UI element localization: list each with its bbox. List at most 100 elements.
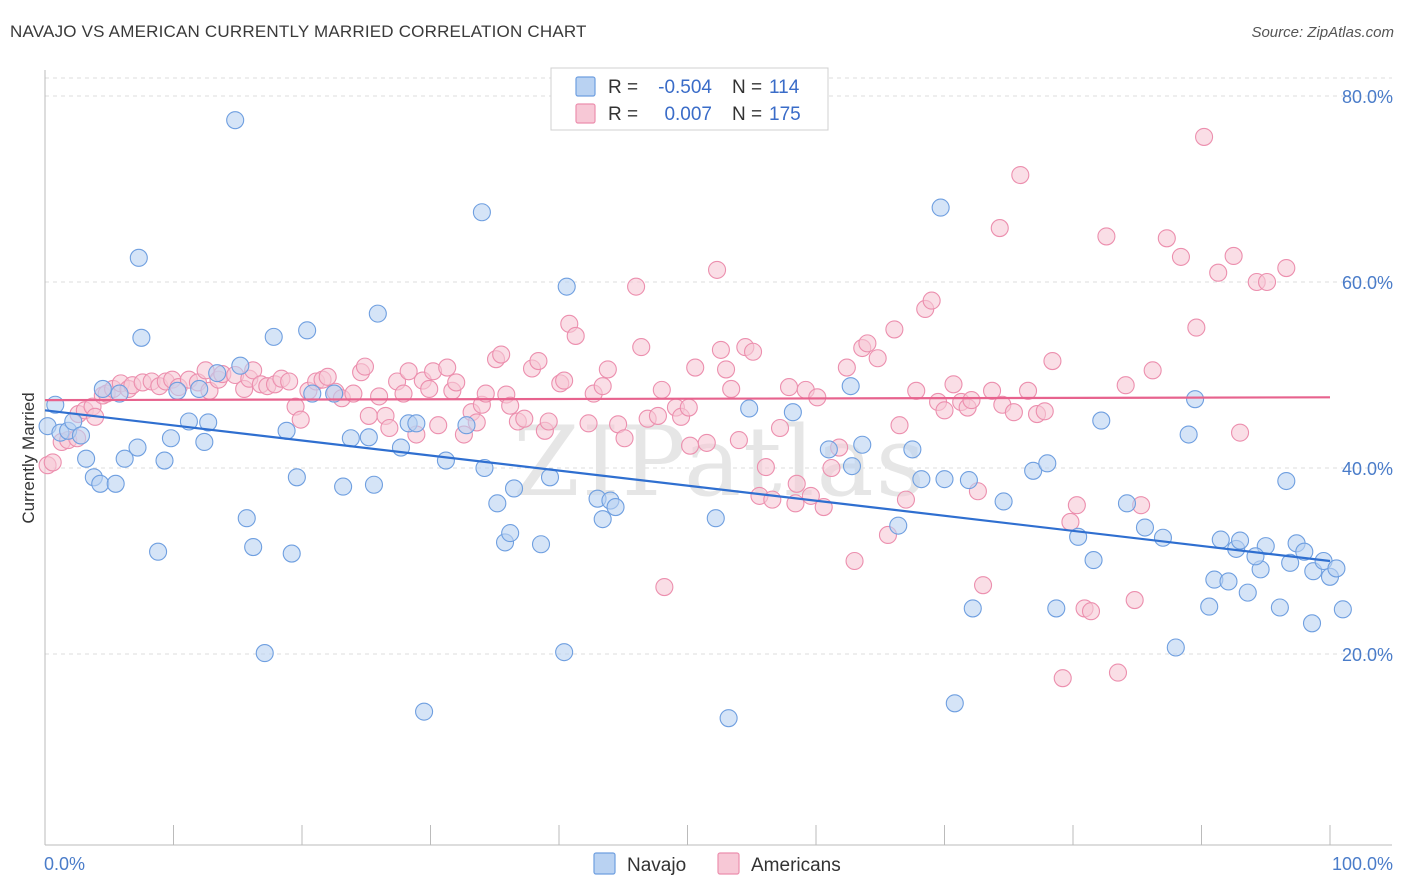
navajo-point — [282, 544, 301, 563]
navajo-point — [1302, 614, 1322, 633]
americans-point — [779, 378, 799, 397]
americans-point — [291, 410, 310, 429]
navajo-point — [155, 451, 174, 470]
navajo-point — [244, 537, 263, 557]
americans-point — [492, 345, 511, 364]
navajo-point — [555, 643, 574, 662]
navajo-point — [1038, 454, 1057, 473]
navajo-point — [208, 364, 227, 383]
navajo-point — [931, 198, 950, 217]
legend-swatch-navajo — [593, 852, 616, 875]
americans-point — [922, 291, 941, 310]
americans-points — [38, 127, 1296, 688]
navajo-point — [287, 468, 306, 487]
navajo-point — [1219, 572, 1238, 591]
americans-point — [429, 416, 448, 435]
watermark-text: ZIPatlas — [513, 406, 927, 518]
americans-point — [681, 436, 700, 455]
americans-point — [280, 372, 299, 391]
americans-point — [697, 433, 716, 452]
americans-point — [359, 406, 378, 425]
americans-point — [380, 418, 399, 438]
americans-point — [822, 458, 841, 478]
americans-point — [598, 360, 617, 379]
legend-swatch-navajo — [575, 76, 596, 97]
americans-point — [868, 349, 887, 368]
navajo-point — [1270, 598, 1289, 617]
legend-swatch-americans — [575, 103, 596, 124]
navajo-point — [1200, 597, 1219, 616]
americans-point — [652, 380, 671, 399]
americans-point — [1018, 381, 1038, 400]
americans-point — [808, 388, 827, 407]
americans-point — [648, 406, 667, 425]
legend-n-label: N = — [732, 104, 762, 125]
americans-point — [399, 362, 418, 381]
navajo-point — [963, 599, 982, 618]
y-tick-label: 20.0% — [1342, 645, 1393, 665]
americans-point — [982, 381, 1002, 400]
americans-point — [539, 412, 558, 431]
americans-point — [907, 381, 926, 400]
americans-point — [944, 375, 963, 394]
navajo-point — [1024, 461, 1043, 480]
americans-point — [973, 576, 993, 595]
navajo-point — [1211, 530, 1230, 549]
navajo-point — [889, 516, 908, 535]
americans-point — [529, 351, 548, 371]
navajo-point — [303, 384, 322, 403]
americans-point — [1081, 602, 1101, 621]
americans-point — [686, 358, 705, 377]
navajo-point — [488, 494, 507, 513]
navajo-point — [593, 510, 612, 529]
navajo-point — [255, 644, 274, 663]
americans-point — [1231, 423, 1250, 442]
legend-n-value: 114 — [769, 77, 800, 98]
navajo-point — [945, 694, 964, 713]
navajo-point — [959, 471, 978, 490]
y-axis-label: Currently Married — [19, 392, 38, 523]
navajo-point — [168, 381, 187, 400]
americans-point — [896, 490, 916, 509]
navajo-point — [842, 457, 862, 476]
americans-point — [593, 377, 612, 396]
watermark: ZIPatlas — [513, 406, 927, 518]
y-tick-label: 80.0% — [1342, 87, 1393, 107]
legend-label-navajo: Navajo — [627, 855, 686, 876]
navajo-point — [1231, 531, 1250, 550]
navajo-point — [325, 384, 344, 403]
americans-point — [935, 401, 954, 420]
navajo-point — [132, 328, 151, 347]
navajo-point — [841, 377, 860, 396]
americans-trendline — [44, 396, 1331, 402]
americans-point — [770, 418, 790, 438]
navajo-point — [199, 413, 218, 432]
americans-point — [787, 474, 806, 493]
americans-point — [756, 458, 775, 477]
americans-point — [655, 577, 674, 597]
navajo-point — [298, 321, 317, 340]
legend-r-label: R = — [608, 104, 638, 125]
americans-point — [722, 379, 741, 399]
navajo-point — [1333, 600, 1352, 619]
trendlines — [44, 396, 1331, 563]
navajo-point — [368, 304, 387, 323]
x-tick-label: 100.0% — [1332, 854, 1393, 874]
navajo-point — [1246, 547, 1265, 566]
americans-point — [845, 551, 864, 571]
navajo-point — [1084, 551, 1103, 570]
americans-point — [420, 379, 439, 399]
navajo-point — [407, 414, 426, 433]
americans-point — [438, 358, 457, 377]
navajo-point — [364, 475, 384, 494]
americans-point — [1067, 496, 1086, 515]
navajo-point — [531, 535, 551, 554]
navajo-point — [912, 470, 931, 489]
legend-r-value: -0.504 — [658, 77, 712, 98]
navajo-point — [359, 428, 378, 447]
americans-point — [1125, 591, 1144, 610]
navajo-point — [1135, 518, 1155, 537]
navajo-point — [128, 438, 147, 457]
legend-r-label: R = — [608, 77, 638, 98]
americans-point — [858, 334, 877, 353]
